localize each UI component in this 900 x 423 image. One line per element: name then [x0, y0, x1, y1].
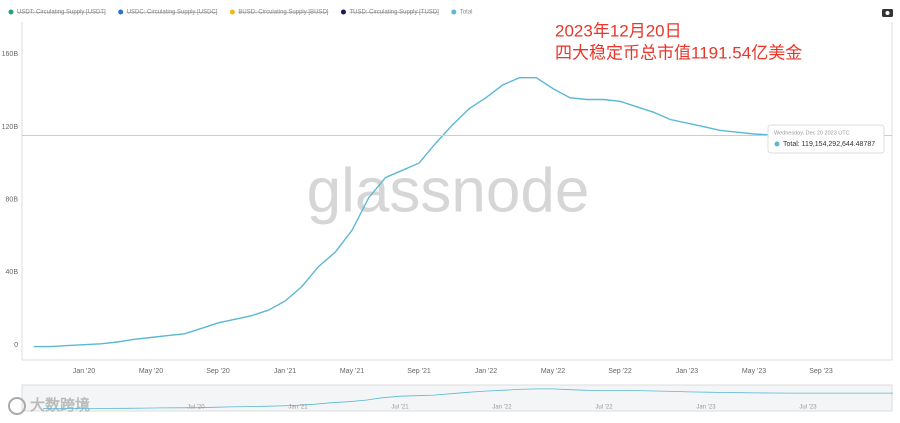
legend-swatch — [118, 9, 124, 15]
logo: 大数跨境 — [8, 396, 90, 415]
legend-swatch — [8, 9, 14, 15]
navigator-tick-label: Jan '22 — [492, 405, 512, 411]
legend-swatch — [451, 9, 457, 15]
legend-item[interactable]: USDT: Circulating Supply [USDT] — [17, 10, 106, 16]
navigator-tick-label: Jan '23 — [696, 405, 716, 411]
navigator-line — [43, 388, 893, 410]
y-tick-label: 80B — [6, 197, 19, 204]
legend-item[interactable]: USDC: Circulating Supply [USDC] — [127, 10, 218, 16]
x-tick-label: May '23 — [742, 368, 766, 375]
x-tick-label: Sep '22 — [608, 368, 632, 375]
navigator[interactable] — [21, 384, 893, 412]
annotation: 2023年12月20日 — [555, 21, 682, 40]
tooltip-swatch — [774, 141, 780, 147]
annotation: 四大稳定币总市值1191.54亿美金 — [555, 43, 802, 62]
x-tick-label: Sep '23 — [809, 368, 833, 375]
x-tick-label: Jan '20 — [73, 368, 95, 375]
tooltip-date: Wednesday, Dec 20 2023 UTC — [774, 130, 850, 136]
line — [33, 76, 872, 348]
navigator-tick-label: Jul '22 — [595, 405, 613, 411]
y-tick-label: 160B — [2, 51, 19, 58]
y-tick-label: 120B — [2, 124, 19, 131]
x-tick-label: Sep '21 — [407, 368, 431, 375]
x-tick-label: May '21 — [340, 368, 364, 375]
legend-item[interactable]: Total — [460, 10, 473, 16]
legend-swatch — [229, 9, 235, 15]
x-tick-label: Jan '21 — [274, 368, 296, 375]
x-tick-label: May '22 — [541, 368, 565, 375]
x-tick-label: May '20 — [139, 368, 163, 375]
legend-item[interactable]: BUSD: Circulating Supply [BUSD] — [238, 10, 328, 16]
navigator-tick-label: Jul '21 — [391, 405, 409, 411]
logo-text: 大数跨境 — [30, 396, 90, 414]
camera-icon[interactable] — [882, 9, 893, 17]
x-tick-label: Jan '22 — [475, 368, 497, 375]
legend-swatch — [340, 9, 346, 15]
tooltip-value: Total: 119,154,292,644.48787 — [783, 141, 875, 148]
watermark: glassnode — [307, 156, 590, 225]
y-tick-label: 40B — [6, 269, 19, 276]
navigator-tick-label: Jan '21 — [288, 405, 308, 411]
y-tick-label: 0 — [14, 342, 18, 349]
navigator-tick-label: Jul '23 — [799, 405, 817, 411]
navigator-tick-label: Jul '20 — [187, 405, 205, 411]
x-tick-label: Sep '20 — [206, 368, 230, 375]
x-tick-label: Jan '23 — [676, 368, 698, 375]
legend-item[interactable]: TUSD: Circulating Supply [TUSD] — [349, 10, 439, 16]
tooltip — [767, 124, 885, 154]
